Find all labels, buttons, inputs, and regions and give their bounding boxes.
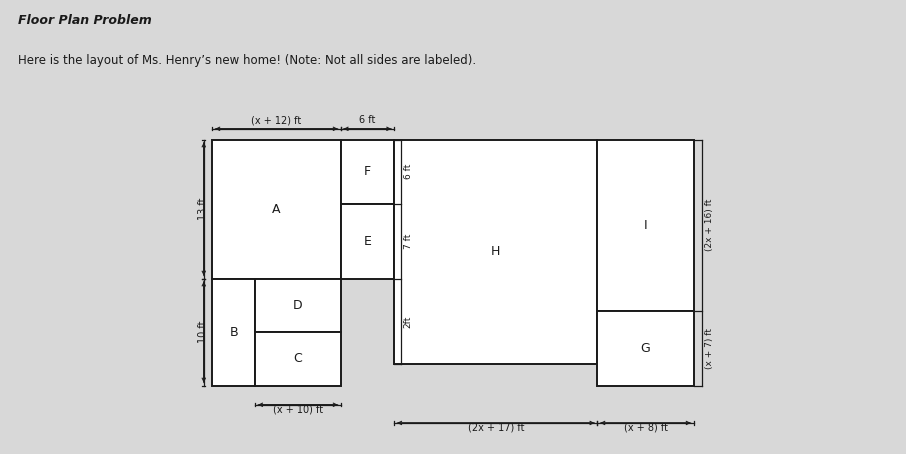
Bar	[597, 139, 694, 311]
Text: A: A	[273, 202, 281, 216]
Text: B: B	[229, 326, 238, 339]
Text: (2x + 16) ft: (2x + 16) ft	[706, 199, 715, 251]
Text: 6 ft: 6 ft	[404, 164, 413, 179]
Text: Floor Plan Problem: Floor Plan Problem	[18, 14, 152, 27]
Bar	[597, 311, 694, 385]
Text: 2ft: 2ft	[404, 315, 413, 327]
Bar	[212, 279, 255, 385]
Text: E: E	[363, 235, 371, 247]
Text: (x + 8) ft: (x + 8) ft	[623, 423, 668, 433]
Text: 7 ft: 7 ft	[404, 233, 413, 249]
Text: 13 ft: 13 ft	[198, 198, 208, 220]
Text: D: D	[294, 299, 303, 312]
Bar	[341, 204, 394, 279]
Text: (x + 10) ft: (x + 10) ft	[273, 405, 323, 415]
Bar	[341, 139, 394, 204]
Text: I: I	[644, 218, 648, 232]
Text: 6 ft: 6 ft	[360, 115, 376, 125]
Bar	[255, 279, 341, 332]
Bar	[255, 332, 341, 385]
Text: 10 ft: 10 ft	[198, 321, 208, 343]
Bar	[212, 139, 341, 279]
Text: H: H	[491, 245, 500, 258]
Text: G: G	[641, 341, 651, 355]
Bar	[394, 139, 597, 364]
Text: Here is the layout of Ms. Henry’s new home! (Note: Not all sides are labeled).: Here is the layout of Ms. Henry’s new ho…	[18, 54, 477, 68]
Text: (x + 7) ft: (x + 7) ft	[706, 328, 715, 369]
Text: (x + 12) ft: (x + 12) ft	[251, 115, 302, 125]
Text: (2x + 17) ft: (2x + 17) ft	[467, 423, 524, 433]
Text: C: C	[294, 352, 303, 365]
Text: F: F	[364, 165, 371, 178]
